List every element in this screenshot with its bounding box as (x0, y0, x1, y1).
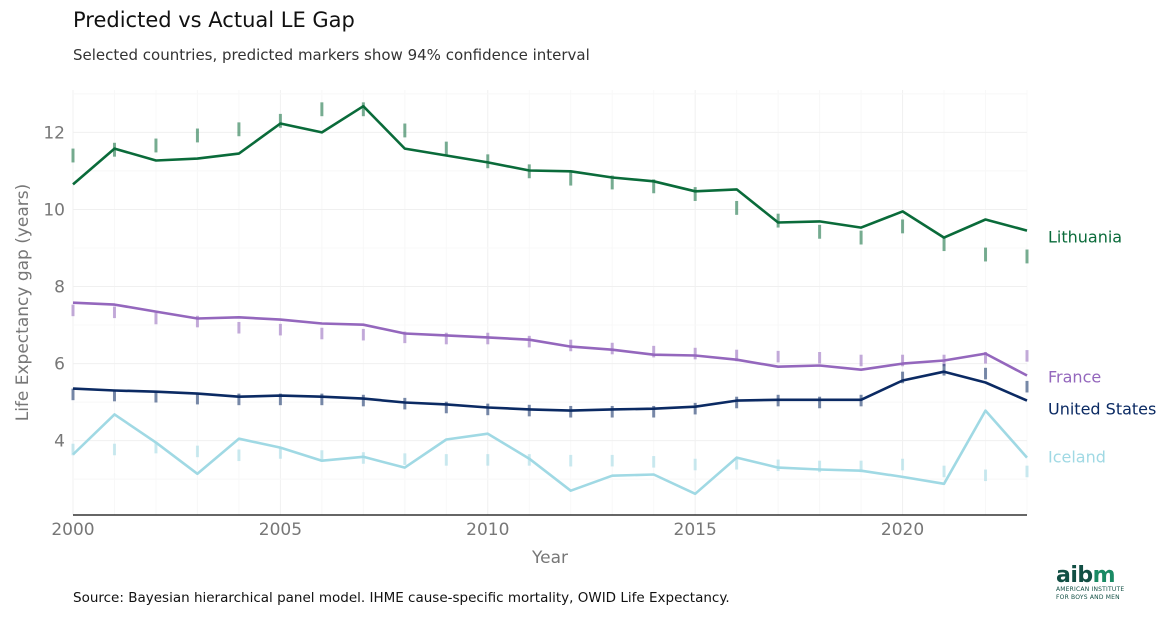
chart-subtitle: Selected countries, predicted markers sh… (73, 46, 590, 64)
y-tick-label: 6 (54, 355, 65, 375)
actual-line-lithuania (72, 104, 1028, 239)
x-axis-label: Year (531, 548, 568, 568)
actual-line-iceland (72, 409, 1028, 496)
x-tick-label: 2005 (259, 520, 302, 540)
series-label-united-states: United States (1048, 400, 1156, 419)
y-tick-label: 4 (54, 432, 65, 452)
y-axis-label: Life Expectancy gap (years) (13, 184, 33, 422)
aibm-logo: aibm AMERICAN INSTITUTE FOR BOYS AND MEN (1056, 563, 1125, 602)
y-tick-label: 12 (43, 123, 65, 143)
y-tick-label: 10 (43, 200, 65, 220)
x-tick-label: 2015 (674, 520, 717, 540)
actual-line-france (72, 301, 1028, 377)
actual-line-united-states (72, 370, 1028, 412)
chart-title: Predicted vs Actual LE Gap (73, 8, 355, 32)
x-tick-label: 2010 (466, 520, 509, 540)
x-tick-label: 2020 (881, 520, 924, 540)
series-label-france: France (1048, 368, 1101, 387)
y-tick-label: 8 (54, 278, 65, 298)
series-label-iceland: Iceland (1048, 448, 1106, 467)
x-tick-label: 2000 (51, 520, 94, 540)
source-note: Source: Bayesian hierarchical panel mode… (73, 590, 730, 606)
series-label-lithuania: Lithuania (1048, 228, 1122, 247)
